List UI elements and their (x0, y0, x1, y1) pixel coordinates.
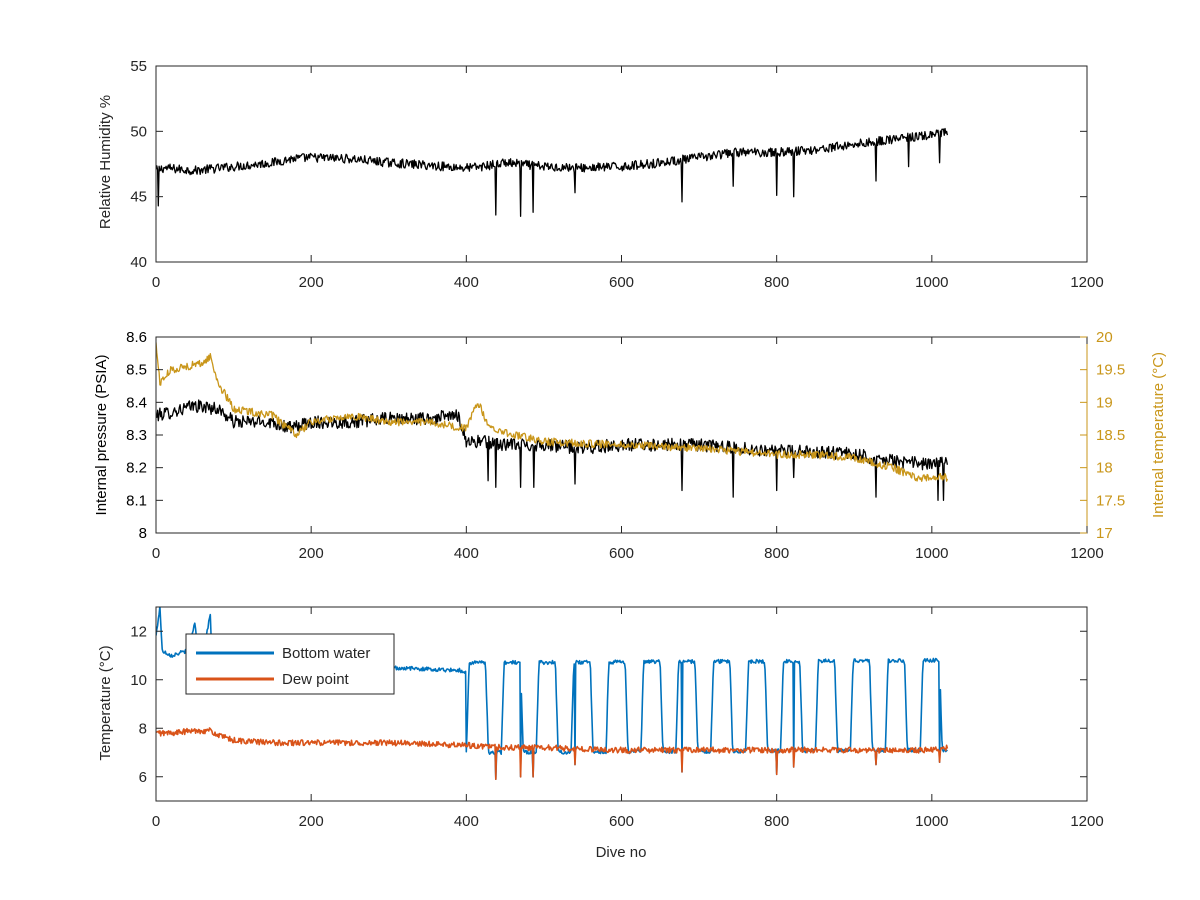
legend: Bottom water Dew point (185, 633, 395, 695)
x-tick-label: 400 (454, 274, 479, 291)
y-tick-label: 8.1 (126, 492, 147, 509)
y-tick-label: 8 (139, 525, 147, 542)
legend-label: Bottom water (282, 645, 370, 662)
legend-label: Dew point (282, 671, 350, 688)
y-tick-label: 8.3 (126, 427, 147, 444)
humidity-panel: Relative Humidity % 0 200 400 600 800 1000 120… (97, 58, 1104, 291)
x-tick-label: 1000 (915, 545, 948, 562)
y-tick-label: 8.2 (126, 460, 147, 477)
x-tick-label: 800 (764, 274, 789, 291)
y-tick-label: 50 (130, 123, 147, 140)
x-tick-label: 0 (152, 545, 160, 562)
x-tick-label: 0 (152, 813, 160, 830)
temperature-panel: Temperature (°C) Dive no 0 200 400 600 800 10… (97, 606, 1104, 861)
x-tick-label: 200 (299, 813, 324, 830)
y-tick-label: 10 (130, 672, 147, 689)
internal-temperature-series-line (156, 342, 949, 482)
right-y-tick-label: 17 (1096, 525, 1113, 542)
legend-box (185, 633, 395, 695)
x-tick-label: 600 (609, 545, 634, 562)
x-tick-label: 1200 (1070, 274, 1103, 291)
x-tick-label: 600 (609, 274, 634, 291)
y-tick-label: 8.6 (126, 329, 147, 346)
y-tick-label: 12 (130, 623, 147, 640)
pressure-y-axis-label: Internal pressure (PSIA) (93, 355, 110, 516)
right-y-tick-label: 18.5 (1096, 427, 1125, 444)
x-tick-label: 0 (152, 274, 160, 291)
plot-area (156, 342, 949, 501)
x-tick-label: 1000 (915, 274, 948, 291)
temperature-y-axis-label: Temperature (°C) (97, 645, 114, 760)
right-y-tick-label: 17.5 (1096, 492, 1125, 509)
x-tick-label: 400 (454, 813, 479, 830)
y-tick-label: 8.4 (126, 394, 147, 411)
x-tick-label: 1000 (915, 813, 948, 830)
y-tick-label: 8.5 (126, 362, 147, 379)
x-tick-label: 600 (609, 813, 634, 830)
humidity-y-axis-label: Relative Humidity % (97, 95, 114, 229)
right-y-tick-label: 19.5 (1096, 362, 1125, 379)
x-tick-label: 200 (299, 545, 324, 562)
x-axis-label: Dive no (596, 844, 647, 861)
y-tick-label: 8 (139, 720, 147, 737)
relative-humidity-series-line (156, 127, 949, 217)
y-tick-label: 45 (130, 189, 147, 206)
x-tick-label: 1200 (1070, 545, 1103, 562)
plot-area (156, 127, 949, 217)
x-tick-label: 800 (764, 545, 789, 562)
pressure-temperature-panel: Internal pressure (PSIA) Internal temper… (93, 329, 1167, 562)
y-tick-label: 40 (130, 254, 147, 271)
y-tick-label: 6 (139, 769, 147, 786)
dew-point-series-line (156, 727, 949, 780)
internal-temperature-y-axis-label: Internal temperature (°C) (1150, 352, 1167, 518)
right-y-tick-label: 20 (1096, 329, 1113, 346)
right-y-tick-label: 18 (1096, 460, 1113, 477)
right-y-tick-label: 19 (1096, 394, 1113, 411)
x-tick-label: 200 (299, 274, 324, 291)
x-tick-label: 1200 (1070, 813, 1103, 830)
x-tick-label: 800 (764, 813, 789, 830)
x-tick-label: 400 (454, 545, 479, 562)
y-tick-label: 55 (130, 58, 147, 75)
